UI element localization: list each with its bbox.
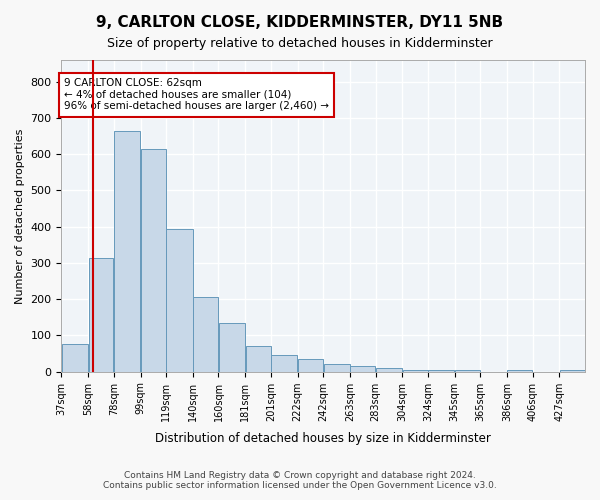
Bar [350,366,375,372]
Bar [428,370,454,372]
Bar [271,356,298,372]
Bar [114,130,140,372]
Text: 9 CARLTON CLOSE: 62sqm
← 4% of detached houses are smaller (104)
96% of semi-det: 9 CARLTON CLOSE: 62sqm ← 4% of detached … [64,78,329,112]
Bar [193,298,218,372]
Bar [323,364,350,372]
Bar [455,370,480,372]
Bar [376,368,402,372]
X-axis label: Distribution of detached houses by size in Kidderminster: Distribution of detached houses by size … [155,432,491,445]
Bar [62,344,88,372]
Bar [141,149,166,372]
Bar [166,228,193,372]
Bar [245,346,271,372]
Bar [298,359,323,372]
Text: 9, CARLTON CLOSE, KIDDERMINSTER, DY11 5NB: 9, CARLTON CLOSE, KIDDERMINSTER, DY11 5N… [97,15,503,30]
Bar [560,370,584,372]
Bar [403,370,428,372]
Y-axis label: Number of detached properties: Number of detached properties [15,128,25,304]
Text: Contains HM Land Registry data © Crown copyright and database right 2024.
Contai: Contains HM Land Registry data © Crown c… [103,470,497,490]
Bar [508,370,532,372]
Bar [219,322,245,372]
Bar [89,258,113,372]
Text: Size of property relative to detached houses in Kidderminster: Size of property relative to detached ho… [107,38,493,51]
